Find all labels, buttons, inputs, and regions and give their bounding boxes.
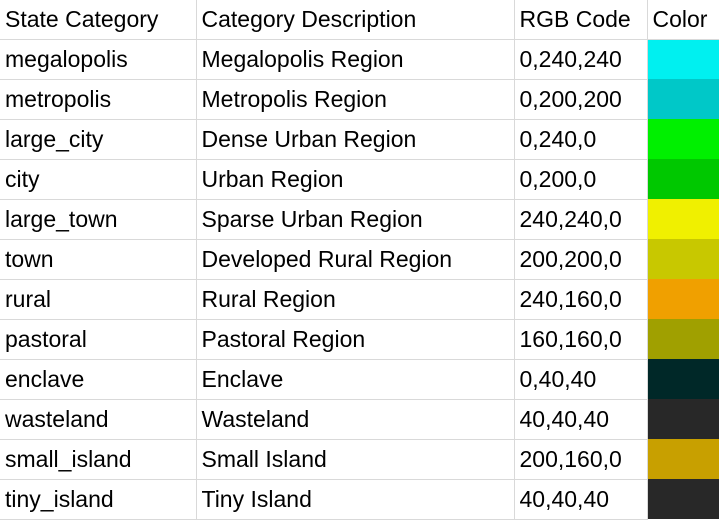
header-rgb-code: RGB Code — [514, 0, 648, 40]
table-row: megalopolis Megalopolis Region 0,240,240 — [0, 39, 719, 80]
rgb-code-cell: 0,200,200 — [514, 79, 648, 120]
category-description-cell: Urban Region — [196, 159, 515, 200]
rgb-code-cell: 240,240,0 — [514, 199, 648, 240]
category-description-cell: Enclave — [196, 359, 515, 400]
table-row: rural Rural Region 240,160,0 — [0, 279, 719, 320]
category-description-cell: Sparse Urban Region — [196, 199, 515, 240]
category-description-cell: Wasteland — [196, 399, 515, 440]
category-description-cell: Developed Rural Region — [196, 239, 515, 280]
color-swatch — [647, 119, 719, 159]
table-row: metropolis Metropolis Region 0,200,200 — [0, 79, 719, 120]
state-category-cell: city — [0, 159, 197, 200]
state-category-cell: large_city — [0, 119, 197, 160]
table-row: large_town Sparse Urban Region 240,240,0 — [0, 199, 719, 240]
color-swatch — [647, 439, 719, 479]
table-row: tiny_island Tiny Island 40,40,40 — [0, 479, 719, 520]
rgb-code-cell: 40,40,40 — [514, 399, 648, 440]
table-body: megalopolis Megalopolis Region 0,240,240 me… — [0, 39, 719, 520]
table-row: enclave Enclave 0,40,40 — [0, 359, 719, 400]
category-description-cell: Small Island — [196, 439, 515, 480]
state-category-cell: pastoral — [0, 319, 197, 360]
table-row: town Developed Rural Region 200,200,0 — [0, 239, 719, 280]
state-category-cell: wasteland — [0, 399, 197, 440]
state-category-cell: megalopolis — [0, 39, 197, 80]
color-swatch — [647, 399, 719, 439]
color-swatch — [647, 279, 719, 319]
rgb-code-cell: 0,40,40 — [514, 359, 648, 400]
category-description-cell: Tiny Island — [196, 479, 515, 520]
state-category-cell: tiny_island — [0, 479, 197, 520]
state-category-cell: rural — [0, 279, 197, 320]
rgb-code-cell: 0,240,240 — [514, 39, 648, 80]
color-swatch — [647, 199, 719, 239]
state-category-cell: small_island — [0, 439, 197, 480]
color-swatch — [647, 479, 719, 519]
rgb-code-cell: 200,200,0 — [514, 239, 648, 280]
header-row: State Category Category Description RGB … — [0, 0, 719, 40]
category-description-cell: Pastoral Region — [196, 319, 515, 360]
table-row: wasteland Wasteland 40,40,40 — [0, 399, 719, 440]
rgb-code-cell: 240,160,0 — [514, 279, 648, 320]
table-row: pastoral Pastoral Region 160,160,0 — [0, 319, 719, 360]
category-description-cell: Dense Urban Region — [196, 119, 515, 160]
rgb-code-cell: 40,40,40 — [514, 479, 648, 520]
rgb-code-cell: 160,160,0 — [514, 319, 648, 360]
category-description-cell: Megalopolis Region — [196, 39, 515, 80]
rgb-code-cell: 200,160,0 — [514, 439, 648, 480]
color-swatch — [647, 239, 719, 279]
state-category-cell: enclave — [0, 359, 197, 400]
state-category-cell: town — [0, 239, 197, 280]
color-swatch — [647, 319, 719, 359]
table-row: small_island Small Island 200,160,0 — [0, 439, 719, 480]
color-swatch — [647, 79, 719, 119]
category-description-cell: Metropolis Region — [196, 79, 515, 120]
color-swatch — [647, 359, 719, 399]
table-row: large_city Dense Urban Region 0,240,0 — [0, 119, 719, 160]
header-color: Color — [647, 0, 719, 40]
rgb-code-cell: 0,200,0 — [514, 159, 648, 200]
state-category-cell: metropolis — [0, 79, 197, 120]
rgb-code-cell: 0,240,0 — [514, 119, 648, 160]
state-category-cell: large_town — [0, 199, 197, 240]
category-description-cell: Rural Region — [196, 279, 515, 320]
header-category-description: Category Description — [196, 0, 515, 40]
table-row: city Urban Region 0,200,0 — [0, 159, 719, 200]
header-state-category: State Category — [0, 0, 197, 40]
color-swatch — [647, 39, 719, 79]
color-swatch — [647, 159, 719, 199]
